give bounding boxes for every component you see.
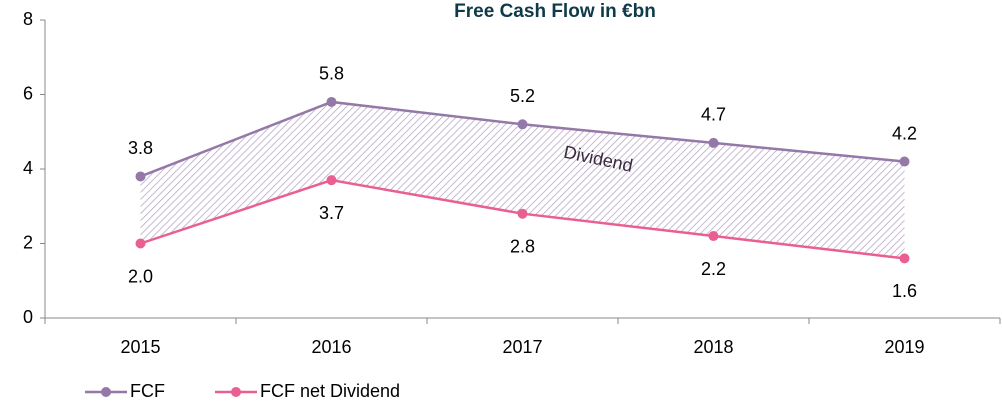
x-tick-label: 2017 (502, 337, 542, 357)
y-tick-label: 8 (23, 9, 33, 29)
point (708, 231, 719, 242)
data-label: 5.2 (510, 86, 535, 106)
point (708, 137, 719, 148)
x-tick-label: 2019 (884, 337, 924, 357)
y-tick-label: 2 (23, 232, 33, 252)
y-tick-label: 4 (23, 158, 33, 178)
data-label: 3.8 (128, 138, 153, 158)
point (517, 119, 528, 130)
y-tick-label: 6 (23, 83, 33, 103)
x-tick-label: 2018 (693, 337, 733, 357)
point (135, 171, 146, 182)
chart-title: Free Cash Flow in €bn (454, 1, 656, 22)
data-label: 1.6 (892, 281, 917, 301)
data-label: 5.8 (319, 64, 344, 84)
point (517, 208, 528, 219)
point (326, 96, 337, 107)
dividend-area (140, 101, 905, 259)
legend-label: FCF net Dividend (260, 381, 400, 401)
data-label: 2.0 (128, 266, 153, 286)
data-label: 4.7 (701, 105, 726, 125)
data-label: 3.7 (319, 203, 344, 223)
y-tick-label: 0 (23, 307, 33, 327)
legend-marker (101, 387, 111, 397)
data-label: 4.2 (892, 123, 917, 143)
point (135, 238, 146, 249)
data-label: 2.2 (701, 259, 726, 279)
x-tick-label: 2016 (311, 337, 351, 357)
point (326, 175, 337, 186)
legend-marker (231, 387, 241, 397)
x-tick-label: 2015 (120, 337, 160, 357)
point (899, 253, 910, 264)
point (899, 156, 910, 167)
data-label: 2.8 (510, 236, 535, 256)
legend-label: FCF (130, 381, 165, 401)
